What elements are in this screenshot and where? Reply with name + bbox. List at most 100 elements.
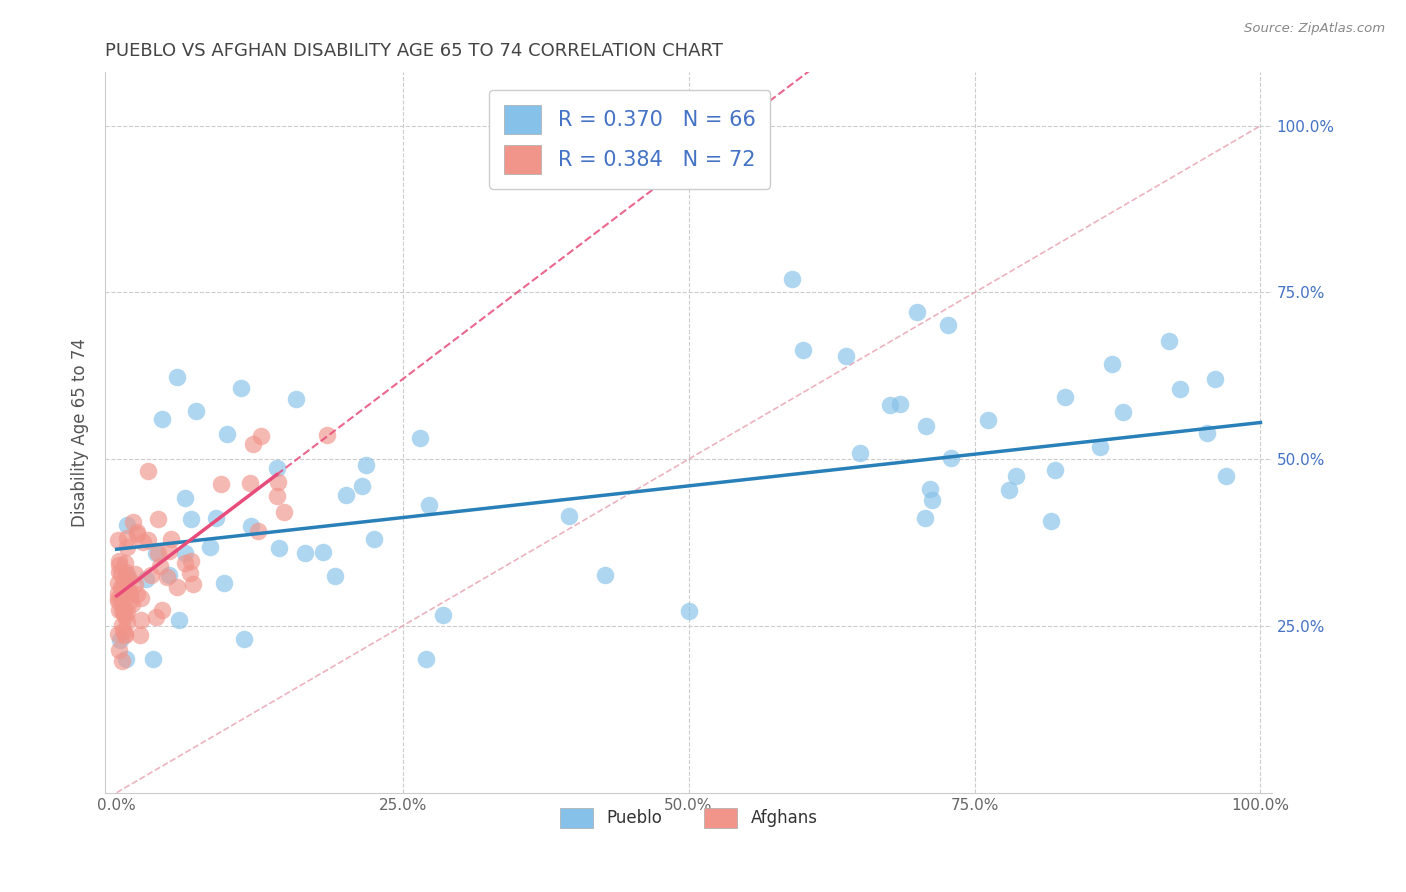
Point <box>121 598 143 612</box>
Point <box>114 628 136 642</box>
Point <box>112 607 135 621</box>
Point <box>115 568 138 582</box>
Point <box>145 610 167 624</box>
Point <box>249 429 271 443</box>
Point <box>905 304 928 318</box>
Point <box>889 397 911 411</box>
Point <box>316 428 339 442</box>
Point <box>835 349 858 363</box>
Point <box>976 413 998 427</box>
Point <box>156 570 179 584</box>
Point <box>325 569 347 583</box>
Point <box>920 482 942 496</box>
Point <box>115 605 138 619</box>
Point <box>936 318 959 332</box>
Point <box>239 476 262 491</box>
Point <box>593 568 616 582</box>
Point <box>215 426 238 441</box>
Point <box>166 580 188 594</box>
Point <box>352 479 374 493</box>
Point <box>112 601 135 615</box>
Point <box>125 526 148 541</box>
Point <box>114 627 136 641</box>
Point <box>110 566 132 581</box>
Point <box>107 603 129 617</box>
Point <box>312 545 335 559</box>
Point <box>198 540 221 554</box>
Point <box>266 489 288 503</box>
Point <box>231 381 253 395</box>
Point <box>125 587 148 601</box>
Point <box>285 392 308 406</box>
Point <box>184 403 207 417</box>
Point <box>107 627 129 641</box>
Point <box>110 581 132 595</box>
Point <box>129 613 152 627</box>
Point <box>1170 382 1192 396</box>
Point <box>114 556 136 570</box>
Point <box>150 603 173 617</box>
Point <box>125 524 148 539</box>
Point <box>118 587 141 601</box>
Point <box>107 591 129 605</box>
Point <box>115 517 138 532</box>
Point <box>921 492 943 507</box>
Point <box>136 464 159 478</box>
Point <box>114 565 136 579</box>
Point <box>107 586 129 600</box>
Point <box>1112 405 1135 419</box>
Point <box>135 572 157 586</box>
Text: PUEBLO VS AFGHAN DISABILITY AGE 65 TO 74 CORRELATION CHART: PUEBLO VS AFGHAN DISABILITY AGE 65 TO 74… <box>105 42 723 60</box>
Point <box>174 556 197 570</box>
Point <box>142 652 165 666</box>
Point <box>112 574 135 589</box>
Point <box>354 458 377 472</box>
Point <box>118 572 141 586</box>
Point <box>363 532 385 546</box>
Point <box>939 450 962 465</box>
Point <box>114 582 136 596</box>
Point <box>247 524 270 538</box>
Point <box>335 488 357 502</box>
Point <box>149 559 172 574</box>
Point <box>157 544 180 558</box>
Point <box>432 608 454 623</box>
Point <box>115 531 138 545</box>
Point <box>111 655 134 669</box>
Point <box>150 412 173 426</box>
Point <box>418 498 440 512</box>
Point <box>212 575 235 590</box>
Point <box>145 547 167 561</box>
Point <box>174 546 197 560</box>
Point <box>267 475 290 489</box>
Point <box>242 437 264 451</box>
Point <box>120 594 142 608</box>
Point <box>111 604 134 618</box>
Point <box>205 510 228 524</box>
Point <box>269 541 291 555</box>
Point <box>1053 390 1076 404</box>
Point <box>108 632 131 647</box>
Point <box>174 491 197 505</box>
Point <box>114 608 136 623</box>
Point <box>266 460 288 475</box>
Point <box>179 566 201 580</box>
Point <box>115 541 138 555</box>
Point <box>132 534 155 549</box>
Point <box>108 643 131 657</box>
Point <box>233 632 256 646</box>
Point <box>239 518 262 533</box>
Point <box>879 399 901 413</box>
Point <box>110 592 132 607</box>
Point <box>1215 468 1237 483</box>
Point <box>558 509 581 524</box>
Point <box>294 546 316 560</box>
Point <box>146 512 169 526</box>
Point <box>1040 514 1063 528</box>
Point <box>124 576 146 591</box>
Point <box>180 512 202 526</box>
Point <box>167 613 190 627</box>
Point <box>107 533 129 548</box>
Point <box>112 576 135 591</box>
Point <box>138 533 160 548</box>
